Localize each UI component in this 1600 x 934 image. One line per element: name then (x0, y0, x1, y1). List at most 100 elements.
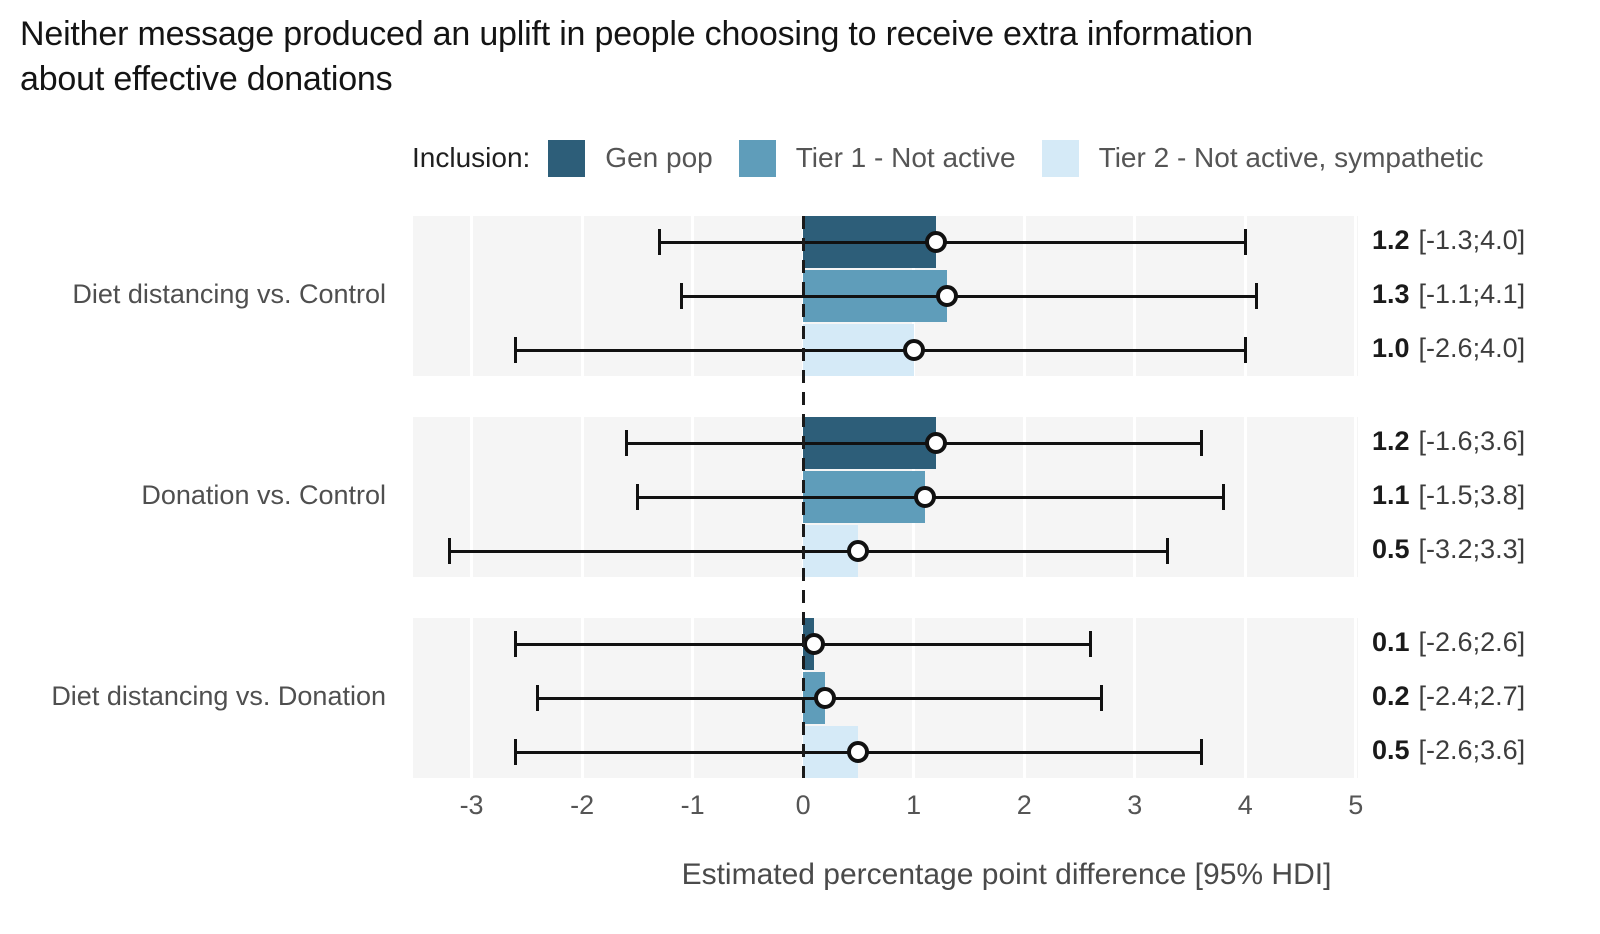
x-tick-label: 5 (1348, 790, 1364, 820)
estimate-value: 0.1 (1372, 627, 1410, 657)
estimate-value: 0.2 (1372, 681, 1410, 711)
legend-items: Gen pop Tier 1 - Not active Tier 2 - Not a… (548, 139, 1509, 177)
error-bar-cap (624, 430, 628, 456)
legend-item: Tier 2 - Not active, sympathetic (1041, 139, 1484, 177)
estimate-interval: [-1.3;4.0] (1418, 225, 1526, 255)
value-annotation: 0.2 [-2.4;2.7] (1372, 681, 1525, 712)
estimate-interval: [-2.6;4.0] (1418, 333, 1526, 363)
x-tick-label: 3 (1127, 790, 1143, 820)
estimate-value: 0.5 (1372, 534, 1410, 564)
legend-swatch-icon (548, 139, 586, 177)
legend-swatch-icon (738, 139, 776, 177)
error-bar-line (449, 549, 1168, 553)
estimate-value: 1.2 (1372, 225, 1410, 255)
value-annotation: 0.5 [-2.6;3.6] (1372, 735, 1525, 766)
legend-title: Inclusion: (412, 142, 531, 173)
gridline (1354, 216, 1358, 376)
estimate-value: 1.1 (1372, 480, 1410, 510)
error-bar-cap (1243, 229, 1247, 255)
gridline (1243, 417, 1247, 577)
estimate-interval: [-1.6;3.6] (1418, 426, 1526, 456)
value-annotation: 0.5 [-3.2;3.3] (1372, 534, 1525, 565)
error-bar-cap (514, 631, 518, 657)
x-tick-label: -2 (570, 790, 595, 820)
gridline (1354, 417, 1358, 577)
error-bar-cap (536, 685, 540, 711)
estimate-interval: [-1.5;3.8] (1418, 480, 1526, 510)
estimate-value: 0.5 (1372, 735, 1410, 765)
point-marker-icon (847, 540, 870, 562)
x-tick-label: 4 (1237, 790, 1253, 820)
error-bar-cap (680, 283, 684, 309)
error-bar-cap (447, 538, 451, 564)
error-bar-cap (1199, 430, 1203, 456)
x-axis-title: Estimated percentage point difference [9… (681, 858, 1332, 891)
value-annotation: 1.1 [-1.5;3.8] (1372, 480, 1525, 511)
gridline (470, 417, 474, 577)
facet-panel (413, 216, 1358, 376)
point-marker-icon (814, 687, 837, 709)
error-bar-cap (1089, 631, 1093, 657)
estimate-interval: [-2.4;2.7] (1418, 681, 1526, 711)
value-annotation: 1.2 [-1.3;4.0] (1372, 225, 1525, 256)
estimate-interval: [-3.2;3.3] (1418, 534, 1526, 564)
legend-item-label: Gen pop (605, 142, 713, 173)
gridline (1133, 618, 1137, 778)
value-annotation: 1.3 [-1.1;4.1] (1372, 279, 1525, 310)
error-bar-cap (1221, 484, 1225, 510)
estimate-interval: [-1.1;4.1] (1418, 279, 1526, 309)
legend: Inclusion: Gen pop Tier 1 - Not active Tie… (412, 136, 1510, 180)
estimate-interval: [-2.6;2.6] (1418, 627, 1526, 657)
error-bar-line (515, 348, 1246, 352)
error-bar-cap (1254, 283, 1258, 309)
facet-label: Diet distancing vs. Donation (51, 681, 386, 711)
gridline (470, 216, 474, 376)
legend-item-label: Tier 1 - Not active (795, 142, 1016, 173)
value-annotation: 1.0 [-2.6;4.0] (1372, 333, 1525, 364)
gridline (470, 618, 474, 778)
error-bar-cap (1199, 739, 1203, 765)
chart-title: Neither message produced an uplift in pe… (20, 15, 1253, 98)
legend-item: Tier 1 - Not active (738, 139, 1016, 177)
gridline (1354, 618, 1358, 778)
point-marker-icon (803, 633, 826, 655)
gridline (580, 216, 584, 376)
error-bar-cap (1166, 538, 1170, 564)
x-tick-label: 2 (1016, 790, 1032, 820)
legend-item-label: Tier 2 - Not active, sympathetic (1098, 142, 1484, 173)
error-bar-line (626, 441, 1202, 445)
legend-swatch-icon (1041, 139, 1079, 177)
point-marker-icon (924, 432, 947, 454)
point-marker-icon (924, 231, 947, 253)
gridline (580, 417, 584, 577)
point-marker-icon (902, 339, 925, 361)
error-bar-line (659, 240, 1246, 244)
value-annotation: 1.2 [-1.6;3.6] (1372, 426, 1525, 457)
point-marker-icon (913, 486, 936, 508)
estimate-interval: [-2.6;3.6] (1418, 735, 1526, 765)
point-marker-icon (935, 285, 958, 307)
estimate-value: 1.3 (1372, 279, 1410, 309)
facet-panel (413, 417, 1358, 577)
estimate-value: 1.0 (1372, 333, 1410, 363)
estimate-value: 1.2 (1372, 426, 1410, 456)
x-tick-label: -1 (680, 790, 705, 820)
x-tick-label: 0 (795, 790, 811, 820)
legend-item: Gen pop (548, 139, 713, 177)
facet-label: Donation vs. Control (141, 480, 386, 510)
gridline (1243, 618, 1247, 778)
error-bar-cap (514, 337, 518, 363)
error-bar-cap (514, 739, 518, 765)
facet-panel (413, 618, 1358, 778)
error-bar-cap (1243, 337, 1247, 363)
error-bar-cap (657, 229, 661, 255)
point-marker-icon (847, 741, 870, 763)
zero-reference-line (801, 216, 805, 778)
facet-label: Diet distancing vs. Control (72, 279, 386, 309)
error-bar-cap (1100, 685, 1104, 711)
error-bar-cap (635, 484, 639, 510)
x-tick-label: 1 (906, 790, 922, 820)
value-annotation: 0.1 [-2.6;2.6] (1372, 627, 1525, 658)
x-tick-label: -3 (459, 790, 484, 820)
